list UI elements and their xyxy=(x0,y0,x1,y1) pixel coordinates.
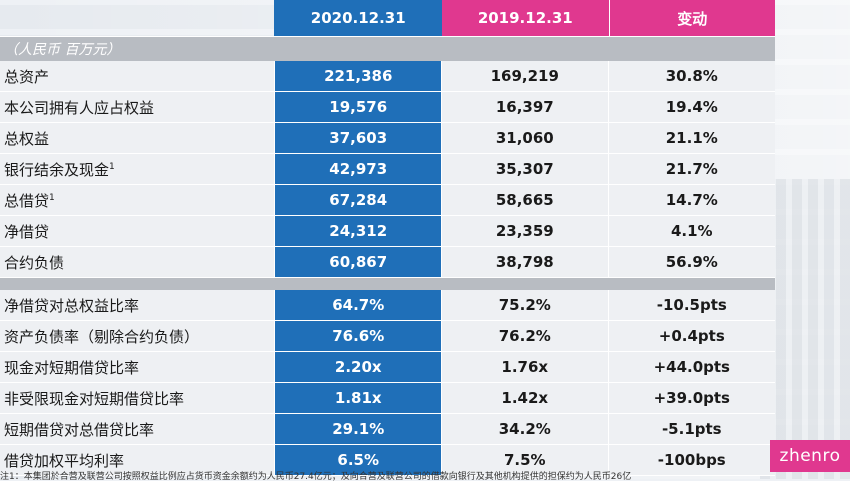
table-row: 合约负债 60,867 38,798 56.9% xyxy=(0,247,775,278)
value-change: -5.1pts xyxy=(608,414,775,445)
header-2020: 2020.12.31 xyxy=(274,0,442,37)
value-2020: 64.7% xyxy=(274,290,442,321)
value-2019: 34.2% xyxy=(442,414,609,445)
row-label: 合约负债 xyxy=(0,247,275,278)
value-2019: 75.2% xyxy=(442,290,609,321)
value-2020: 221,386 xyxy=(274,61,442,92)
value-2019: 169,219 xyxy=(442,61,609,92)
row-label: 总借贷1 xyxy=(0,185,275,216)
row-label: 净借贷对总权益比率 xyxy=(0,290,275,321)
value-2020: 42,973 xyxy=(274,154,442,185)
value-change: 14.7% xyxy=(608,185,775,216)
value-2019: 31,060 xyxy=(442,123,609,154)
value-2020: 60,867 xyxy=(274,247,442,278)
unit-label: （人民币 百万元） xyxy=(0,37,775,61)
value-change: 56.9% xyxy=(608,247,775,278)
value-change: 21.7% xyxy=(608,154,775,185)
table-row: 现金对短期借贷比率 2.20x 1.76x +44.0pts xyxy=(0,352,775,383)
row-label: 银行结余及现金1 xyxy=(0,154,275,185)
value-2020: 67,284 xyxy=(274,185,442,216)
footnote: 注1：本集团於合营及联营公司按照权益比例应占货币资金余额约为人民币27.4亿元；… xyxy=(0,472,632,481)
value-change: -10.5pts xyxy=(608,290,775,321)
row-label: 净借贷 xyxy=(0,216,275,247)
table-row: 净借贷对总权益比率 64.7% 75.2% -10.5pts xyxy=(0,290,775,321)
row-label: 现金对短期借贷比率 xyxy=(0,352,275,383)
header-change: 变动 xyxy=(608,0,775,37)
value-change: 19.4% xyxy=(608,92,775,123)
table-row: 总权益 37,603 31,060 21.1% xyxy=(0,123,775,154)
row-label: 借贷加权平均利率 xyxy=(0,445,275,476)
value-2020: 2.20x xyxy=(274,352,442,383)
value-2020: 76.6% xyxy=(274,321,442,352)
value-change: 4.1% xyxy=(608,216,775,247)
value-2019: 35,307 xyxy=(442,154,609,185)
value-2020: 19,576 xyxy=(274,92,442,123)
value-2020: 24,312 xyxy=(274,216,442,247)
row-label: 总权益 xyxy=(0,123,275,154)
financial-table: 2020.12.31 2019.12.31 变动 （人民币 百万元） 总资产 2… xyxy=(0,0,775,476)
header-2019: 2019.12.31 xyxy=(442,0,609,37)
value-2019: 58,665 xyxy=(442,185,609,216)
value-change: 21.1% xyxy=(608,123,775,154)
row-label: 资产负债率（剔除合约负债） xyxy=(0,321,275,352)
section-divider xyxy=(0,278,775,290)
table-header-row: 2020.12.31 2019.12.31 变动 xyxy=(0,0,775,37)
row-label: 非受限现金对短期借贷比率 xyxy=(0,383,275,414)
value-2019: 23,359 xyxy=(442,216,609,247)
table-row: 本公司拥有人应占权益 19,576 16,397 19.4% xyxy=(0,92,775,123)
footnote-marker: 1 xyxy=(49,192,55,203)
unit-row: （人民币 百万元） xyxy=(0,37,775,61)
zhenro-logo: zhenro xyxy=(770,440,850,472)
value-2019: 1.42x xyxy=(442,383,609,414)
table-row: 总资产 221,386 169,219 30.8% xyxy=(0,61,775,92)
table-row: 非受限现金对短期借贷比率 1.81x 1.42x +39.0pts xyxy=(0,383,775,414)
row-label: 短期借贷对总借贷比率 xyxy=(0,414,275,445)
table-row: 净借贷 24,312 23,359 4.1% xyxy=(0,216,775,247)
background-building xyxy=(760,179,850,479)
value-2019: 1.76x xyxy=(442,352,609,383)
value-2020: 29.1% xyxy=(274,414,442,445)
row-label: 本公司拥有人应占权益 xyxy=(0,92,275,123)
table-row: 总借贷1 67,284 58,665 14.7% xyxy=(0,185,775,216)
table-row: 借贷加权平均利率 6.5% 7.5% -100bps xyxy=(0,445,775,476)
value-2020: 6.5% xyxy=(274,445,442,476)
table-row: 银行结余及现金1 42,973 35,307 21.7% xyxy=(0,154,775,185)
value-2019: 16,397 xyxy=(442,92,609,123)
value-change: +39.0pts xyxy=(608,383,775,414)
table-row: 短期借贷对总借贷比率 29.1% 34.2% -5.1pts xyxy=(0,414,775,445)
value-change: 30.8% xyxy=(608,61,775,92)
value-2019: 38,798 xyxy=(442,247,609,278)
header-blank xyxy=(0,0,275,37)
value-2019: 76.2% xyxy=(442,321,609,352)
row-label: 总资产 xyxy=(0,61,275,92)
value-change: +44.0pts xyxy=(608,352,775,383)
table-row: 资产负债率（剔除合约负债） 76.6% 76.2% +0.4pts xyxy=(0,321,775,352)
value-2020: 1.81x xyxy=(274,383,442,414)
value-change: +0.4pts xyxy=(608,321,775,352)
value-change: -100bps xyxy=(608,445,775,476)
footnote-marker: 1 xyxy=(109,161,115,172)
value-2020: 37,603 xyxy=(274,123,442,154)
value-2019: 7.5% xyxy=(442,445,609,476)
